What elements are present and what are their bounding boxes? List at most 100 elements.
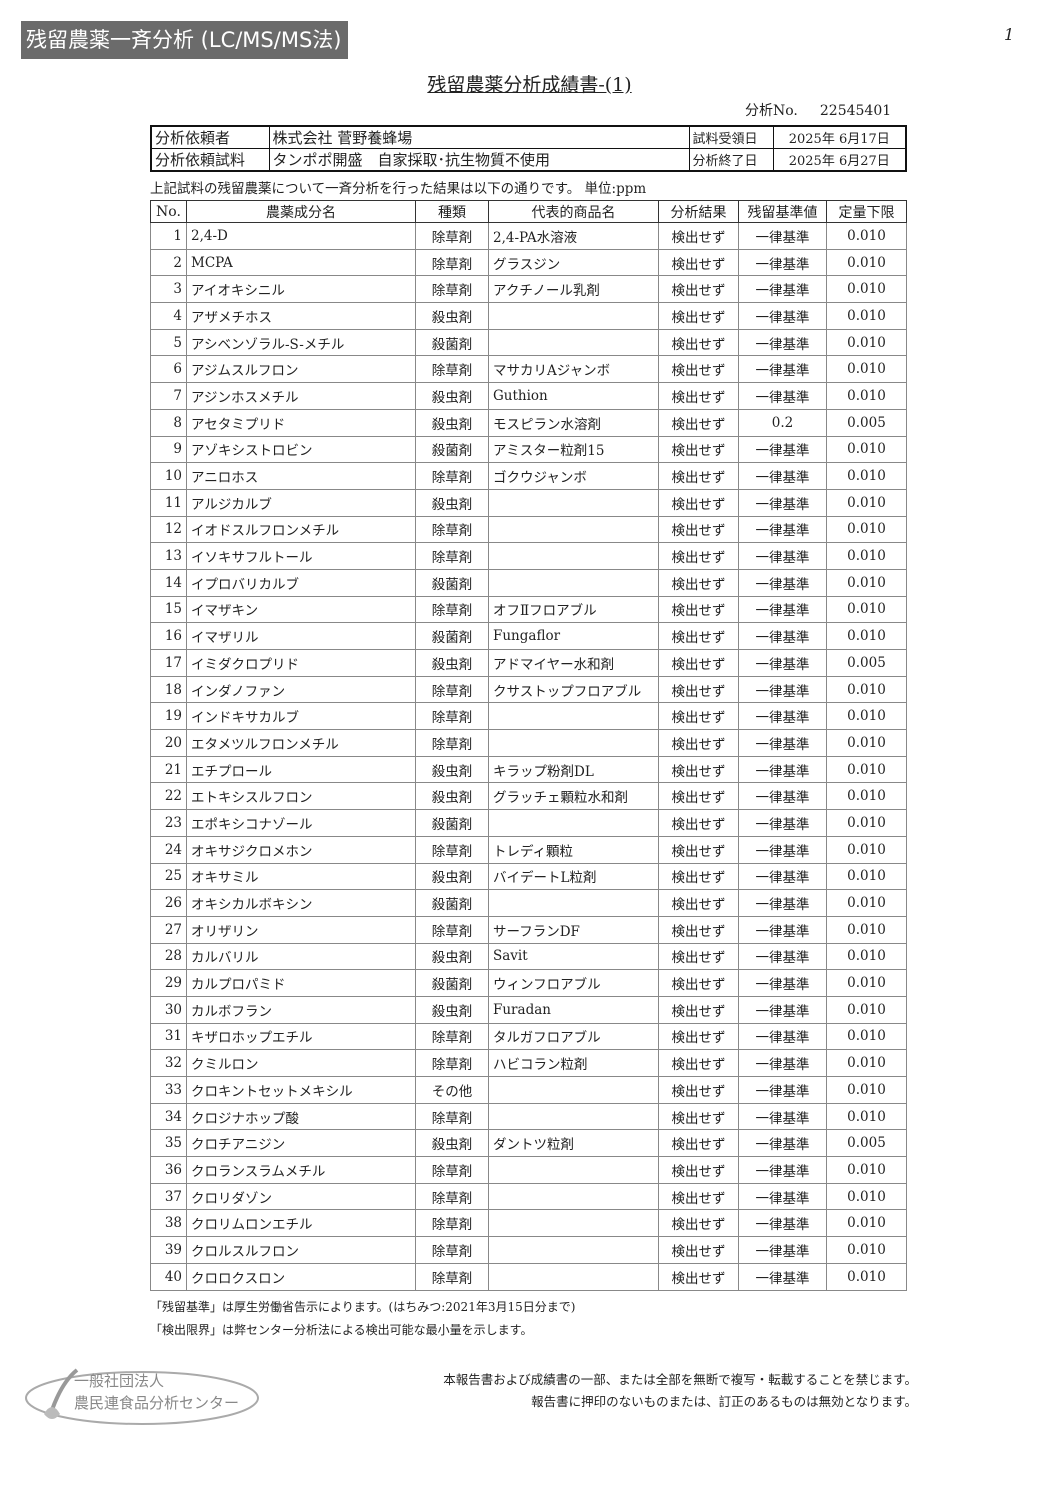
cell-mrl: 一律基準 [738,248,827,277]
table-row: 37 クロリダゾン 除草剤 検出せず 一律基準 0.010 [150,1182,907,1211]
cell-type: 除草剤 [415,675,489,704]
cell-loq: 0.010 [826,515,907,544]
table-row: 23 エポキシコナゾール 殺菌剤 検出せず 一律基準 0.010 [150,809,907,837]
table-row: 13 イソキサフルトール 除草剤 検出せず 一律基準 0.010 [150,542,907,570]
cell-mrl: 一律基準 [738,302,827,330]
cell-no: 17 [150,649,187,677]
cell-no: 29 [150,969,187,997]
cell-result: 検出せず [658,915,739,944]
cell-result: 検出せず [658,1262,739,1291]
cell-result: 検出せず [658,809,739,837]
cell-product-name [488,729,659,757]
cell-result: 検出せず [658,782,739,811]
cell-product-name: オフⅡフロアブル [488,595,659,624]
cell-mrl: 一律基準 [738,1049,827,1077]
cell-result: 検出せず [658,835,739,864]
cell-product-name: サーフランDF [488,915,659,944]
cell-loq: 0.010 [826,382,907,410]
cell-loq: 0.010 [826,782,907,811]
header-type: 種類 [415,200,489,223]
cell-type: 除草剤 [415,915,489,944]
cell-product-name: バイデートL粒剤 [488,862,659,891]
cell-result: 検出せず [658,1182,739,1211]
cell-mrl: 一律基準 [738,1262,827,1291]
cell-no: 8 [150,408,187,437]
cell-result: 検出せず [658,649,739,677]
cell-pesticide-name: オキサミル [186,862,416,891]
table-row: 22 エトキシスルフロン 殺虫剤 グラッチェ顆粒水和剤 検出せず 一律基準 0.010 [150,782,907,811]
cell-product-name [488,488,659,517]
cell-no: 23 [150,809,187,837]
cell-result: 検出せず [658,355,739,384]
cell-result: 検出せず [658,542,739,570]
cell-loq: 0.010 [826,462,907,490]
cell-product-name: アミスター粒剤15 [488,435,659,464]
cell-no: 26 [150,889,187,917]
cell-result: 検出せず [658,1129,739,1158]
cell-mrl: 一律基準 [738,462,827,490]
cell-loq: 0.010 [826,1076,907,1104]
cell-pesticide-name: エチプロール [186,755,416,784]
cell-mrl: 一律基準 [738,1182,827,1211]
table-row: 29 カルプロパミド 殺菌剤 ウィンフロアブル 検出せず 一律基準 0.010 [150,969,907,997]
cell-no: 13 [150,542,187,570]
cell-loq: 0.010 [826,435,907,464]
cell-no: 20 [150,729,187,757]
cell-result: 検出せず [658,862,739,891]
cell-pesticide-name: クロリダゾン [186,1182,416,1211]
cell-mrl: 一律基準 [738,729,827,757]
sample-info-table: 分析依頼者 株式会社 菅野養蜂場 試料受領日 2025年 6月17日 分析依頼試… [150,125,907,172]
table-row: 12 イオドスルフロンメチル 除草剤 検出せず 一律基準 0.010 [150,515,907,544]
cell-result: 検出せず [658,1076,739,1104]
cell-no: 37 [150,1182,187,1211]
cell-loq: 0.010 [826,302,907,330]
cell-type: 殺虫剤 [415,995,489,1024]
cell-loq: 0.010 [826,542,907,570]
cell-pesticide-name: アルジカルブ [186,488,416,517]
table-row: 6 アジムスルフロン 除草剤 マサカリAジャンボ 検出せず 一律基準 0.010 [150,355,907,384]
cell-no: 2 [150,248,187,277]
cell-product-name: タルガフロアブル [488,1022,659,1051]
cell-result: 検出せず [658,1209,739,1238]
method-banner: 残留農薬一斉分析 (LC/MS/MS法) [21,21,348,59]
table-row: 35 クロチアニジン 殺虫剤 ダントツ粒剤 検出せず 一律基準 0.005 [150,1129,907,1158]
cell-result: 検出せず [658,595,739,624]
cell-pesticide-name: インドキサカルブ [186,702,416,731]
cell-type: 殺虫剤 [415,862,489,891]
cell-loq: 0.010 [826,995,907,1024]
cell-product-name [488,302,659,330]
cell-product-name: Furadan [488,995,659,1024]
cell-mrl: 一律基準 [738,889,827,917]
cell-no: 12 [150,515,187,544]
page-number: 1 [1004,25,1015,44]
cell-pesticide-name: アゾキシストロビン [186,435,416,464]
cell-mrl: 一律基準 [738,355,827,384]
table-row: 7 アジンホスメチル 殺虫剤 Guthion 検出せず 一律基準 0.010 [150,382,907,410]
cell-type: 殺菌剤 [415,568,489,597]
cell-pesticide-name: アザメチホス [186,302,416,330]
table-row: 25 オキサミル 殺虫剤 バイデートL粒剤 検出せず 一律基準 0.010 [150,862,907,891]
table-row: 40 クロロクスロン 除草剤 検出せず 一律基準 0.010 [150,1262,907,1291]
cell-product-name [488,809,659,837]
logo-line1: 一般社団法人 [74,1372,165,1390]
cell-result: 検出せず [658,702,739,731]
cell-pesticide-name: クロリムロンエチル [186,1209,416,1238]
cell-mrl: 一律基準 [738,809,827,837]
cell-loq: 0.010 [826,835,907,864]
cell-loq: 0.010 [826,889,907,917]
cell-product-name [488,1262,659,1291]
cell-type: 除草剤 [415,542,489,570]
cell-pesticide-name: オキシカルボキシン [186,889,416,917]
footnote-mrl: 「残留基準」は厚生労働省告示によります。(はちみつ:2021年3月15日分まで) [150,1300,576,1314]
cell-pesticide-name: クロランスラムメチル [186,1156,416,1184]
cell-result: 検出せず [658,1156,739,1184]
cell-pesticide-name: クロジナホップ酸 [186,1102,416,1131]
cell-result: 検出せず [658,515,739,544]
cell-result: 検出せず [658,382,739,410]
footnote-detection-limit: 「検出限界」は弊センター分析法による検出可能な最小量を示します。 [150,1323,533,1337]
logo-line2: 農民連食品分析センター [74,1394,240,1412]
cell-no: 14 [150,568,187,597]
cell-loq: 0.010 [826,755,907,784]
cell-loq: 0.010 [826,488,907,517]
